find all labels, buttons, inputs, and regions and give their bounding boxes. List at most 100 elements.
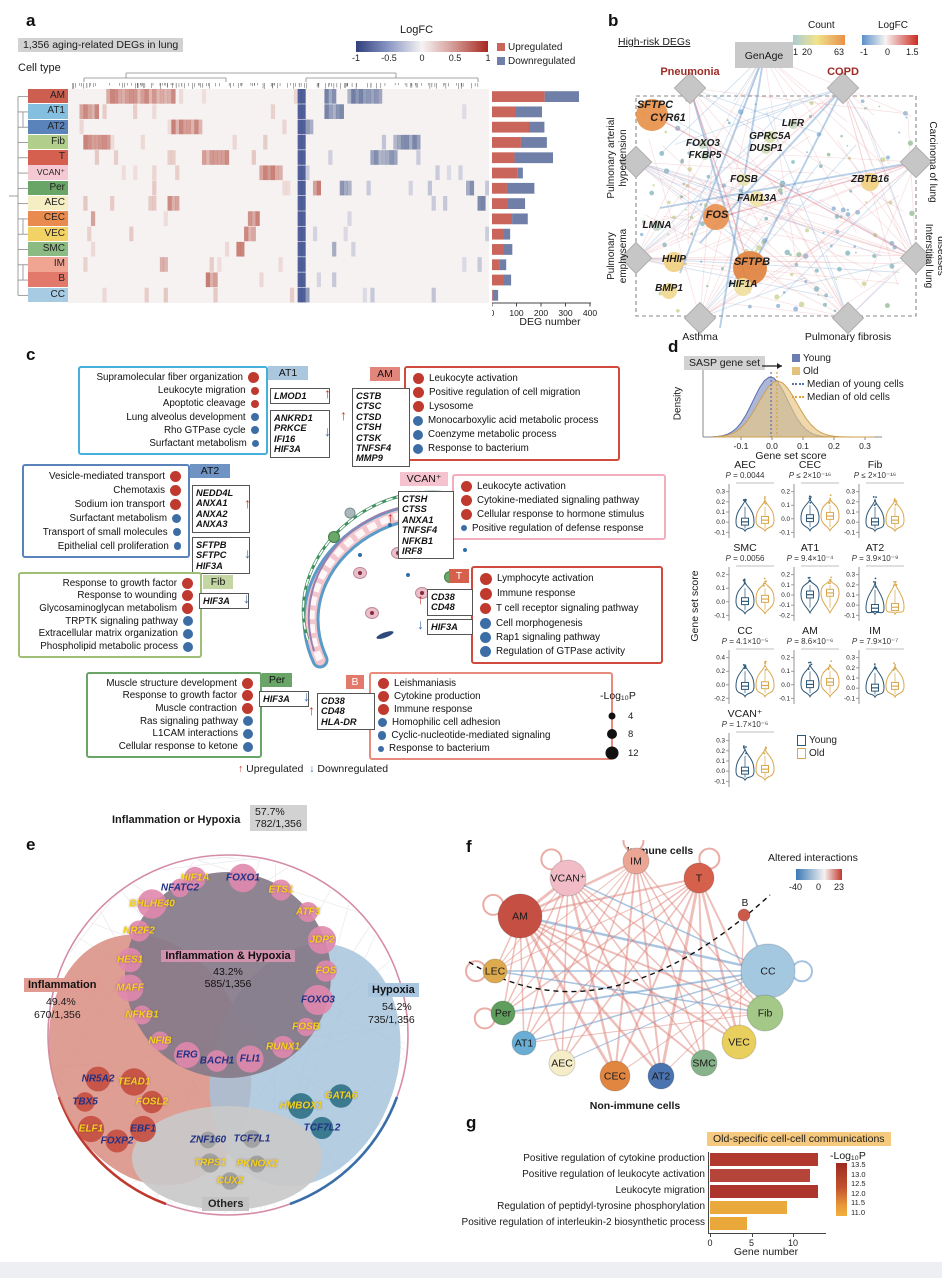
svg-text:-0.2: -0.2 <box>779 612 790 619</box>
logfc-colorbar-title: LogFC <box>400 24 434 36</box>
union-label: Inflammation or Hypoxia <box>112 814 241 826</box>
term-row: Ras signaling pathway <box>95 716 253 727</box>
disease-diamond-icon <box>826 71 860 105</box>
down-dot-icon <box>480 631 491 643</box>
cell-node-VCAN⁺ <box>549 859 587 897</box>
up-arrow-icon: ↑ <box>308 702 315 718</box>
tf-gene-BACH1: BACH1 <box>199 1055 235 1067</box>
svg-text:0.1: 0.1 <box>781 502 790 509</box>
term-row: Rap1 signaling pathway <box>480 631 654 643</box>
term-row: Response to bacterium <box>378 743 604 754</box>
term-row: Lymphocyte activation <box>480 572 654 585</box>
old-swatch <box>792 367 800 376</box>
disease-ild-2: diseases <box>935 236 942 275</box>
down-arrow-icon: ↓ <box>243 590 250 606</box>
term-label: Leishmaniasis <box>394 678 457 689</box>
count-colorbar-title: Count <box>808 20 835 31</box>
up-dot-icon <box>242 703 253 715</box>
term-row: Response to growth factor <box>27 577 193 589</box>
up-dot-icon <box>413 400 424 412</box>
cell-node-AEC <box>548 1049 576 1077</box>
bar-down-Per <box>506 182 535 194</box>
bar-up-AT2 <box>492 121 529 133</box>
term-label: Cytokine production <box>394 691 481 702</box>
term-row: Cell morphogenesis <box>480 617 654 629</box>
gene-LMOD1: LMOD1 <box>274 391 307 401</box>
f-tick-neg40: -40 <box>789 882 803 892</box>
violin-plot: -0.1 0.0 0.1 0.2 0.3 <box>844 648 905 704</box>
upregulated-swatch <box>497 43 505 52</box>
gene-set-score-axis-label: Gene set score <box>755 450 827 462</box>
gene-node <box>698 139 708 149</box>
g-tick <box>751 1233 753 1237</box>
altered-interactions-title: Altered interactions <box>768 852 858 864</box>
median-old-label: Median of old cells <box>807 392 890 403</box>
go-bar-label: Positive regulation of interleukin-2 bio… <box>461 1217 705 1228</box>
violin-pvalue: P = 8.6×10⁻⁶ <box>786 637 834 646</box>
gene-label-FOXO3: FOXO3 <box>686 138 720 149</box>
cell-type-row-label: Fib <box>28 134 68 150</box>
violin-cell-AM: AM P = 8.6×10⁻⁶ -0.1 0.0 0.1 0.2 <box>777 626 843 715</box>
svg-text:0.1: 0.1 <box>846 509 855 516</box>
cell-type-row-label: CC <box>28 287 68 303</box>
up-dot-icon <box>413 386 424 398</box>
gene-ANXA2: ANXA2 <box>196 508 228 519</box>
gene-NFKB1: NFKB1 <box>402 535 433 546</box>
svg-text:0.2: 0.2 <box>781 655 790 662</box>
svg-text:0.2: 0.2 <box>716 748 725 755</box>
gene-node <box>636 99 668 131</box>
svg-text:-0.1: -0.1 <box>779 602 790 609</box>
go-bar <box>710 1185 818 1198</box>
gene-box-AT1: LMOD1 <box>270 388 330 405</box>
up-arrow-icon: ↑ <box>244 495 251 511</box>
up-dot-icon <box>250 399 259 409</box>
svg-text:0.1: 0.1 <box>781 582 790 589</box>
count-tick-63: 63 <box>834 47 845 57</box>
svg-text:8: 8 <box>628 729 633 740</box>
violin-plot: -0.1 0.0 0.1 0.2 0.3 <box>844 565 905 621</box>
cell-type-row-label: AEC <box>28 196 68 211</box>
term-box-VCAN⁺: Leukocyte activation Cytokine-mediated si… <box>452 474 666 540</box>
bar-up-CC <box>492 289 493 301</box>
down-dot-icon <box>480 617 491 629</box>
svg-text:0.2: 0.2 <box>846 582 855 589</box>
up-dot-icon <box>480 587 492 600</box>
term-row: Positive regulation of cell migration <box>413 386 611 398</box>
gene-HIF3A: HIF3A <box>274 444 301 455</box>
gene-node <box>661 283 677 299</box>
up-dot-icon <box>170 470 181 482</box>
svg-text:0.2: 0.2 <box>846 499 855 506</box>
old-label: Old <box>803 366 819 377</box>
cell-node-label-B: B <box>742 898 749 909</box>
violin-cell-CEC: CEC P ≤ 2×10⁻¹⁶ -0.1 0.0 0.1 0.2 <box>777 460 843 549</box>
bar-down-CEC <box>512 213 528 225</box>
cell-node-AM <box>497 893 543 939</box>
up-dot-icon <box>182 590 193 602</box>
tf-gene-GATA6: GATA6 <box>324 1090 358 1102</box>
violin-cell-AEC: AEC P = 0.0044 -0.1 0.0 0.1 0.2 0.3 <box>712 460 778 549</box>
disease-emphysema-2: emphysema <box>618 228 629 283</box>
svg-text:0.3: 0.3 <box>716 738 725 745</box>
gene-NEDD4L: NEDD4L <box>196 488 234 498</box>
both-frac: 585/1,356 <box>204 978 252 990</box>
gene-box-T: CD38 CD48 <box>427 589 473 616</box>
term-row: Muscle contraction <box>95 703 253 715</box>
young-label: Young <box>803 353 831 364</box>
gene-label-DUSP1: DUSP1 <box>749 143 783 154</box>
svg-text:-0.1: -0.1 <box>714 612 725 619</box>
g-x-axis <box>708 1233 826 1234</box>
cell-node-T <box>683 862 715 894</box>
bar-down-AT2 <box>528 121 545 133</box>
gene-label-FOSB: FOSB <box>730 174 758 185</box>
g-tick-label: 5 <box>748 1238 754 1248</box>
downregulated-swatch <box>497 57 505 66</box>
violin-title: CEC <box>798 459 822 471</box>
down-arrow-icon: ↓ <box>244 545 251 561</box>
down-arrow-label: Downregulated <box>317 763 389 775</box>
gene-label-BMP1: BMP1 <box>655 283 683 294</box>
svg-text:0.0: 0.0 <box>846 685 855 692</box>
tf-gene-NR2F2: NR2F2 <box>123 925 155 937</box>
gene-node <box>734 278 752 296</box>
down-arrow-icon: ↓ <box>417 616 424 632</box>
g-logp-tick: 13.0 <box>851 1169 866 1179</box>
